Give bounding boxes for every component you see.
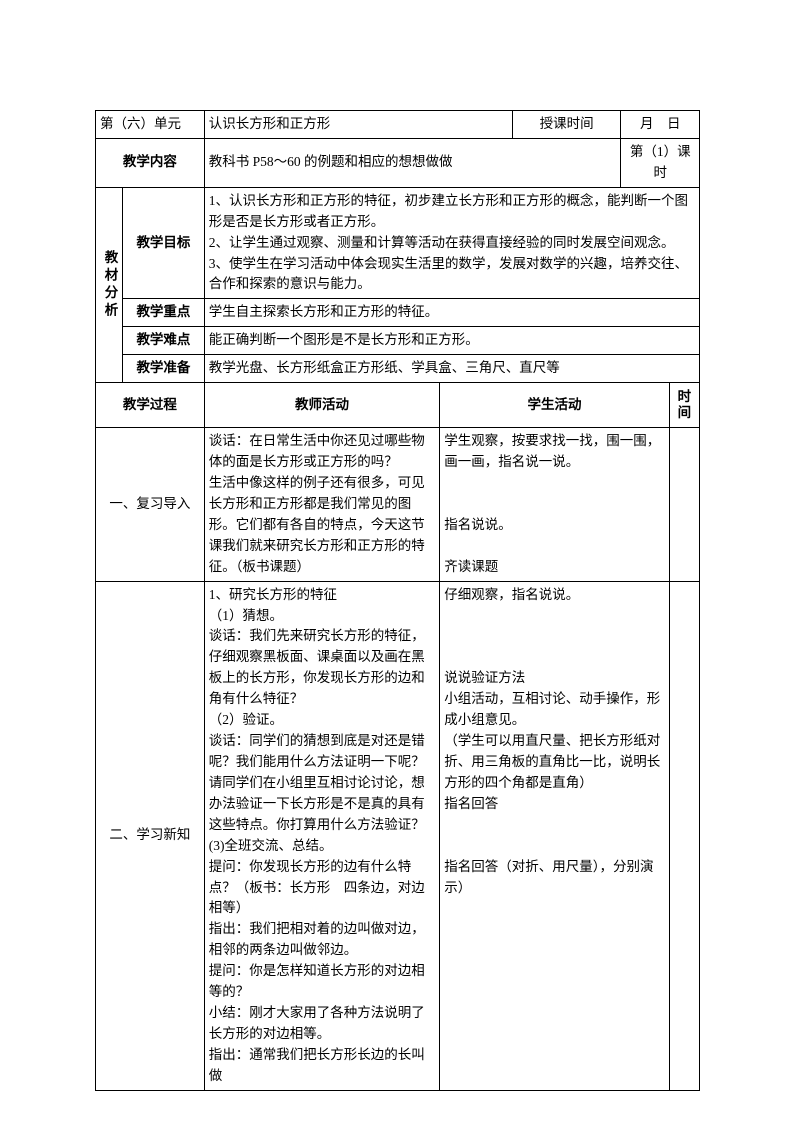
unit-label-a: 第（ (100, 116, 127, 131)
row-unit: 第（六）单元 认识长方形和正方形 授课时间 月 日 (96, 111, 700, 139)
teach-time-value: 月 日 (621, 111, 700, 139)
unit-label-b: ）单元 (141, 116, 182, 131)
step2-time (669, 581, 699, 1090)
row-prep: 教学准备 教学光盘、长方形纸盒正方形纸、学具盒、三角尺、直尺等 (96, 355, 700, 383)
lesson-plan-page: 第（六）单元 认识长方形和正方形 授课时间 月 日 教学内容 教科书 P58～6… (0, 0, 800, 1132)
row-difficulty: 教学难点 能正确判断一个图形是不是长方形和正方形。 (96, 327, 700, 355)
key-label: 教学重点 (123, 299, 205, 327)
step1-teacher: 谈话：在日常生活中你还见过哪些物体的面是长方形或正方形的吗？ 生活中像这样的例子… (204, 428, 440, 581)
row-step-1: 一、复习导入 谈话：在日常生活中你还见过哪些物体的面是长方形或正方形的吗？ 生活… (96, 428, 700, 581)
period-value: 第（1）课时 (621, 138, 700, 187)
student-activity-label: 学生活动 (440, 383, 670, 428)
unit-num: 六 (127, 116, 141, 131)
content-value: 教科书 P58～60 的例题和相应的想想做做 (204, 138, 621, 187)
step2-label: 二、学习新知 (96, 581, 205, 1090)
content-label: 教学内容 (96, 138, 205, 187)
row-goal: 教材分析 教学目标 1、认识长方形和正方形的特征，初步建立长方形和正方形的概念，… (96, 187, 700, 299)
step2-teacher: 1、研究长方形的特征 （1）猜想。 谈话：我们先来研究长方形的特征，仔细观察黑板… (204, 581, 440, 1090)
lesson-plan-table: 第（六）单元 认识长方形和正方形 授课时间 月 日 教学内容 教科书 P58～6… (95, 110, 700, 1091)
key-text: 学生自主探索长方形和正方形的特征。 (204, 299, 699, 327)
row-step-2: 二、学习新知 1、研究长方形的特征 （1）猜想。 谈话：我们先来研究长方形的特征… (96, 581, 700, 1090)
step1-time (669, 428, 699, 581)
time-label: 时间 (669, 383, 699, 428)
row-keypoint: 教学重点 学生自主探索长方形和正方形的特征。 (96, 299, 700, 327)
step1-student: 学生观察，按要求找一找，围一围，画一画，指名说一说。 指名说说。 齐读课题 (440, 428, 670, 581)
analysis-section-label: 教材分析 (96, 187, 123, 382)
unit-label: 第（六）单元 (96, 111, 205, 139)
diff-text: 能正确判断一个图形是不是长方形和正方形。 (204, 327, 699, 355)
teach-time-label: 授课时间 (512, 111, 621, 139)
goal-label: 教学目标 (123, 187, 205, 299)
step2-student: 仔细观察，指名说说。 说说验证方法 小组活动，互相讨论、动手操作，形成小组意见。… (440, 581, 670, 1090)
process-label: 教学过程 (96, 383, 205, 428)
row-content: 教学内容 教科书 P58～60 的例题和相应的想想做做 第（1）课时 (96, 138, 700, 187)
goal-text: 1、认识长方形和正方形的特征，初步建立长方形和正方形的概念，能判断一个图形是否是… (204, 187, 699, 299)
row-process-header: 教学过程 教师活动 学生活动 时间 (96, 383, 700, 428)
diff-label: 教学难点 (123, 327, 205, 355)
prep-label: 教学准备 (123, 355, 205, 383)
unit-title: 认识长方形和正方形 (204, 111, 512, 139)
prep-text: 教学光盘、长方形纸盒正方形纸、学具盒、三角尺、直尺等 (204, 355, 699, 383)
teacher-activity-label: 教师活动 (204, 383, 440, 428)
step1-label: 一、复习导入 (96, 428, 205, 581)
